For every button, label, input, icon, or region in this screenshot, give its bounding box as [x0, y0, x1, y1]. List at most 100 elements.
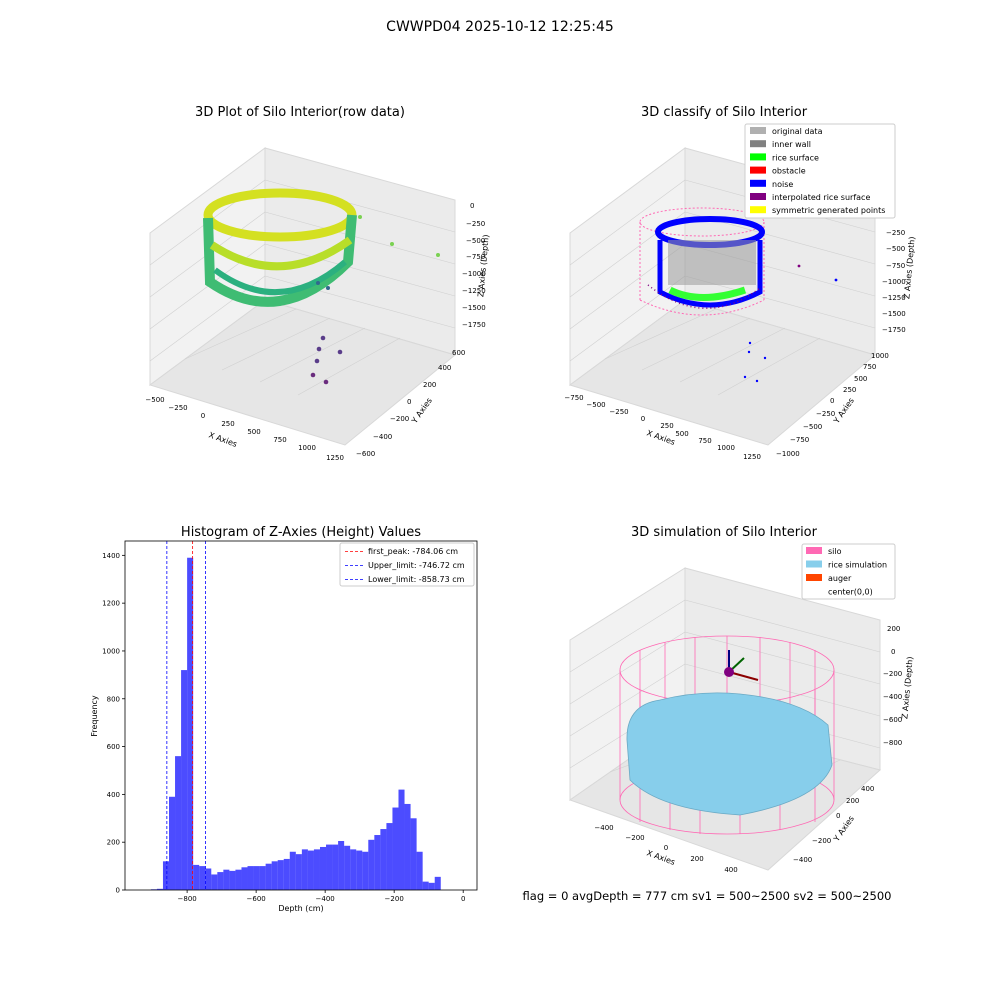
x-tick: 250: [660, 422, 673, 430]
z-tick: −250: [466, 220, 485, 228]
legend-label: Lower_limit: -858.73 cm: [368, 575, 465, 584]
panel-raw-title: 3D Plot of Silo Interior(row data): [195, 105, 405, 120]
histogram-bar: [380, 829, 387, 890]
panel-raw-x-ticks: −500 −250 0 250 500 750 1000 1250: [145, 396, 344, 462]
y-tick: 0: [407, 398, 411, 406]
panel-raw-z-ticks: 0 −250 −500 −750 −1000 −1250 −1500 −1750: [462, 202, 486, 329]
histogram-bar: [344, 845, 351, 890]
z-tick: −800: [883, 739, 902, 747]
x-tick: 1250: [743, 453, 761, 461]
y-tick-label: 800: [107, 695, 120, 703]
y-tick: 0: [836, 812, 840, 820]
histogram-bar: [434, 876, 441, 890]
histogram-bar: [169, 796, 176, 890]
x-tick: −750: [564, 394, 583, 402]
histogram-bar: [162, 861, 169, 890]
z-tick: −200: [883, 670, 902, 678]
y-tick: 200: [423, 381, 436, 389]
x-tick: 750: [698, 437, 711, 445]
histogram-bar: [175, 756, 182, 890]
y-tick: 400: [861, 785, 874, 793]
figure-suptitle: CWWPD04 2025-10-12 12:25:45: [386, 19, 614, 35]
histogram-bar: [338, 840, 345, 890]
y-tick: 1000: [871, 352, 889, 360]
x-tick-label: −800: [178, 895, 197, 903]
x-tick: −500: [586, 401, 605, 409]
z-tick: 0: [470, 202, 474, 210]
x-axis-label: X Axies: [645, 428, 676, 447]
panel-classify-points: [639, 207, 838, 383]
legend-swatch: [750, 153, 766, 161]
panel-simulation-title: 3D simulation of Silo Interior: [631, 525, 818, 540]
histogram-bar: [289, 851, 296, 890]
x-tick: −500: [145, 396, 164, 404]
legend-swatch: [750, 127, 766, 134]
panel-classify-title: 3D classify of Silo Interior: [641, 105, 808, 120]
x-tick: 250: [221, 420, 234, 428]
histogram-y-ticks: 0 200 400 600 800 1000 1200 1400: [102, 552, 125, 895]
panel-raw-grid: [149, 179, 456, 396]
z-tick: −250: [886, 229, 905, 237]
histogram-bar: [265, 863, 272, 890]
histogram-bar: [205, 868, 212, 890]
z-tick: −1250: [882, 294, 906, 302]
y-tick: 750: [863, 363, 876, 371]
histogram-bar: [156, 888, 163, 890]
x-tick-label: 0: [461, 895, 465, 903]
x-tick: 1000: [298, 444, 316, 452]
histogram-bar: [422, 881, 429, 890]
z-tick: −400: [883, 693, 902, 701]
panel-classify-x-ticks: −750 −500 −250 0 250 500 750 1000 1250: [564, 394, 761, 461]
histogram-x-label: Depth (cm): [278, 904, 323, 913]
legend-swatch: [750, 193, 766, 200]
y-tick: 500: [854, 375, 867, 383]
z-tick: −1000: [462, 270, 486, 278]
legend-label: auger: [828, 574, 852, 583]
z-tick: −1750: [882, 326, 906, 334]
auger-and-center: [724, 650, 759, 681]
z-tick: −500: [466, 237, 485, 245]
x-tick: 0: [664, 844, 668, 852]
y-tick-label: 1400: [102, 552, 120, 560]
histogram-bar: [392, 807, 399, 890]
histogram-bar: [332, 844, 339, 890]
legend-label: interpolated rice surface: [772, 193, 870, 202]
histogram-bar: [223, 869, 230, 890]
histogram-bar: [199, 866, 206, 890]
legend-label: obstacle: [772, 167, 806, 176]
legend-swatch: [806, 547, 822, 554]
x-axis-label: X Axies: [645, 848, 676, 867]
x-tick-label: −600: [247, 895, 266, 903]
histogram-bar: [241, 867, 248, 890]
z-tick: −1500: [882, 310, 906, 318]
histogram-limit-lines: [166, 541, 206, 890]
z-tick: −1500: [462, 304, 486, 312]
status-footer: flag = 0 avgDepth = 777 cm sv1 = 500~250…: [523, 889, 892, 903]
legend-label: rice simulation: [828, 561, 887, 570]
x-tick-label: −400: [316, 895, 335, 903]
legend-label: Upper_limit: -746.72 cm: [368, 561, 465, 570]
z-axis-label: Z Axies (Depth): [900, 656, 914, 719]
histogram-bar: [211, 874, 218, 890]
histogram-bar: [416, 851, 423, 890]
legend-swatch: [750, 140, 766, 148]
legend-label: first_peak: -784.06 cm: [368, 547, 458, 556]
x-tick: 750: [273, 436, 286, 444]
legend-label: original data: [772, 127, 823, 136]
histogram-bar: [181, 670, 188, 890]
histogram-bar: [368, 839, 375, 890]
y-tick: 600: [452, 349, 465, 357]
panel-classify-legend: original data inner wall rice surface obsta…: [744, 123, 896, 219]
y-tick: 400: [438, 364, 451, 372]
histogram-x-ticks: −800 −600 −400 −200 0: [178, 890, 465, 903]
panel-raw-points: [203, 188, 440, 385]
histogram-bar: [193, 864, 200, 890]
y-tick-label: 1000: [102, 647, 120, 655]
legend-swatch: [750, 206, 766, 214]
y-tick-label: 1200: [102, 600, 120, 608]
histogram-bar: [398, 789, 405, 890]
legend-swatch: [806, 574, 822, 581]
z-tick: −1250: [462, 287, 486, 295]
y-tick: −400: [373, 433, 392, 441]
